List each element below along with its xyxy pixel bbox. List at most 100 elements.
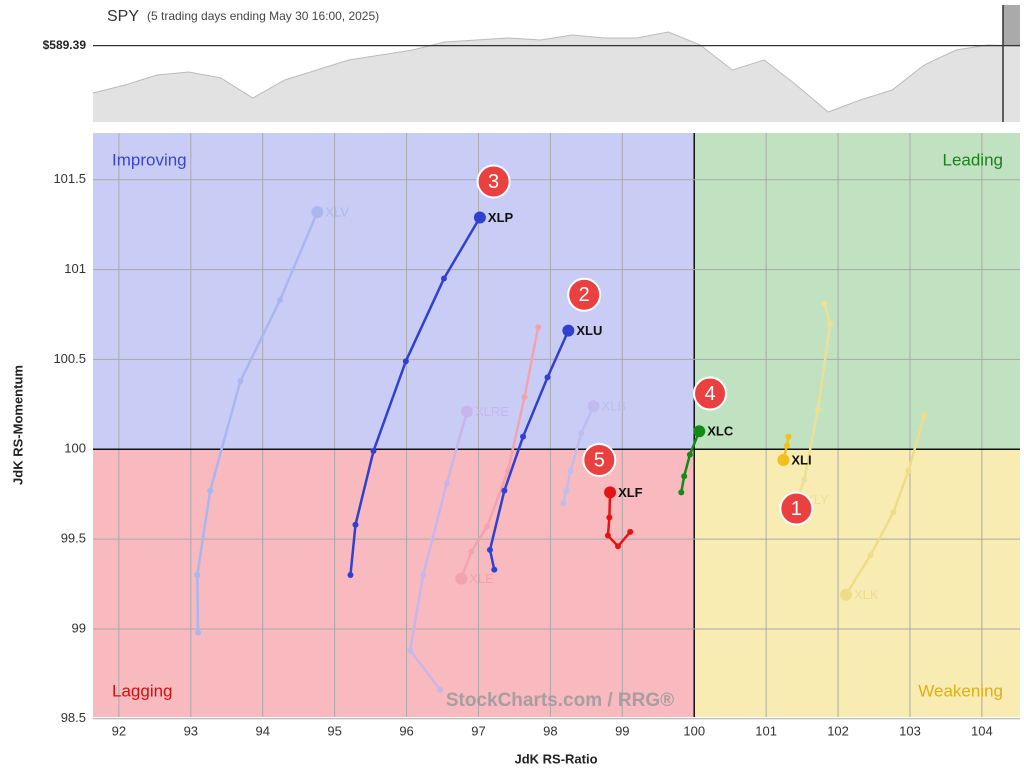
trail-point [604, 532, 611, 539]
trail-point [237, 377, 244, 384]
trail-point [560, 500, 567, 507]
trail [460, 326, 540, 580]
x-axis-label: JdK RS-Ratio [514, 751, 597, 766]
trail-point [606, 514, 613, 521]
quadrant-label: Improving [112, 150, 187, 169]
trail-point [501, 487, 508, 494]
trail-point [370, 448, 377, 455]
x-tick-label: 92 [112, 723, 126, 738]
y-axis-label: JdK RS-Momentum [10, 365, 25, 485]
trail-point [814, 406, 821, 413]
trail-point [420, 572, 427, 579]
quadrant-weakening [694, 449, 1020, 717]
watermark: StockCharts.com / RRG® [446, 690, 674, 711]
trail-point [821, 300, 828, 307]
quadrant-label: Weakening [918, 681, 1003, 700]
trail-point [402, 358, 409, 365]
head-point [693, 425, 706, 438]
x-tick-label: 95 [327, 723, 341, 738]
head-point [839, 588, 852, 601]
x-tick-label: 98 [543, 723, 557, 738]
trail-point [486, 546, 493, 553]
head-point [473, 211, 486, 224]
trail-point [827, 320, 834, 327]
quadrant-label: Leading [942, 150, 1003, 169]
series-label: XLC [707, 424, 734, 439]
trail-point [521, 394, 528, 401]
trail [488, 330, 570, 570]
x-tick-label: 104 [971, 723, 993, 738]
trail-point [681, 473, 688, 480]
annotation-badge [476, 164, 511, 199]
annotation-number: 3 [488, 171, 499, 193]
head-point [562, 324, 575, 337]
trail-point [194, 572, 201, 579]
series-label: XLU [576, 323, 602, 338]
price-label: $589.39 [43, 38, 87, 52]
x-tick-label: 100 [683, 723, 705, 738]
y-tick-label: 99.5 [61, 531, 86, 546]
quadrant-lagging [93, 449, 695, 717]
series-label: XLI [791, 452, 811, 467]
head-point [587, 400, 600, 413]
trail-point [686, 451, 693, 458]
trail-point [347, 572, 354, 579]
trail-point [614, 543, 621, 550]
series-label: XLF [618, 485, 643, 500]
trail-point [207, 487, 214, 494]
trail-point [407, 647, 414, 654]
trail-point [563, 487, 570, 494]
y-tick-label: 101.5 [53, 171, 86, 186]
trail [680, 430, 701, 493]
x-tick-label: 102 [827, 723, 849, 738]
x-tick-label: 101 [755, 723, 777, 738]
y-tick-label: 100.5 [53, 351, 86, 366]
head-point [311, 206, 324, 219]
trail-point [440, 275, 447, 282]
trail-point [567, 467, 574, 474]
trail-point [194, 629, 201, 636]
annotation-number: 5 [594, 449, 605, 471]
trail-point [578, 430, 585, 437]
annotation-badge [582, 443, 617, 478]
trail-point [783, 442, 790, 449]
annotation-badge [567, 277, 602, 312]
trail-point [890, 509, 897, 516]
quadrant-label: Lagging [112, 681, 173, 700]
trail-point [484, 523, 491, 530]
x-tick-label: 97 [471, 723, 485, 738]
trail-point [443, 480, 450, 487]
quadrant-leading [694, 133, 1020, 450]
x-tick-label: 96 [399, 723, 413, 738]
price-line [92, 31, 1021, 113]
annotation-number: 1 [791, 498, 802, 520]
series-label: XLV [325, 205, 349, 220]
series-label: XLB [602, 399, 627, 414]
head-point [777, 454, 790, 467]
annotation-badge [779, 491, 814, 526]
y-tick-label: 99 [72, 620, 86, 635]
mini-title: SPY [107, 8, 139, 25]
x-tick-label: 94 [255, 723, 269, 738]
y-tick-label: 100 [64, 441, 86, 456]
trail-point [491, 566, 498, 573]
trail-point [627, 528, 634, 535]
trail-point [520, 433, 527, 440]
trail-point [905, 467, 912, 474]
trail-point [535, 324, 542, 331]
head-point [460, 405, 473, 418]
trail-point [801, 476, 808, 483]
head-point [604, 486, 617, 499]
annotation-number: 4 [704, 383, 715, 405]
trail-point [352, 521, 359, 528]
series-label: XLRE [475, 404, 509, 419]
annotation-number: 2 [579, 284, 590, 306]
trail-point [544, 374, 551, 381]
head-point [455, 572, 468, 585]
trail-point [785, 433, 792, 440]
trail-point [867, 552, 874, 559]
trail-point [921, 412, 928, 419]
x-tick-label: 93 [184, 723, 198, 738]
trail [349, 216, 481, 576]
annotation-badge [693, 376, 728, 411]
